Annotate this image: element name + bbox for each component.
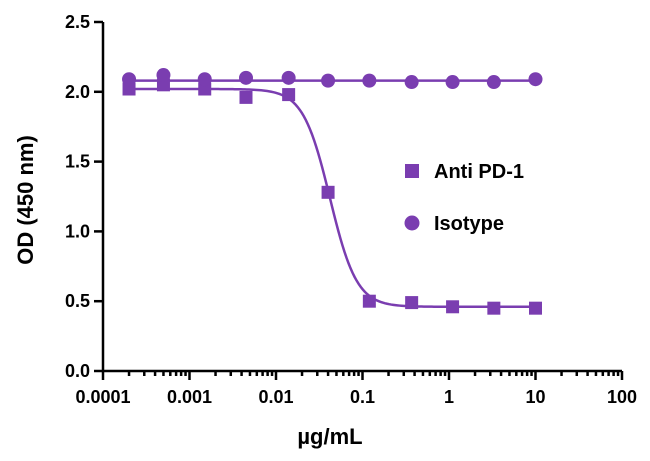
data-point-anti-pd1 (156, 78, 170, 92)
fit-curve-0 (129, 87, 536, 309)
x-tick-label: 1 (444, 387, 454, 407)
data-point-anti-pd1 (282, 88, 296, 102)
data-point-anti-pd1 (198, 82, 212, 96)
y-tick-label: 0.0 (65, 361, 90, 381)
data-point-isotype (156, 68, 171, 83)
y-tick-label: 2.0 (65, 82, 90, 102)
x-tick-label: 0.1 (350, 387, 375, 407)
y-tick-label: 1.0 (65, 221, 90, 241)
x-tick-label: 0.0001 (75, 387, 130, 407)
legend: Anti PD-1 Isotype (404, 161, 524, 235)
data-point-isotype (445, 75, 460, 90)
data-point-isotype (404, 75, 419, 90)
legend-label: Anti PD-1 (434, 161, 524, 183)
y-tick-label: 0.5 (65, 291, 90, 311)
data-point-anti-pd1 (405, 296, 419, 310)
data-point-isotype (122, 72, 137, 87)
legend-marker-circle (404, 215, 420, 231)
data-point-anti-pd1 (487, 301, 501, 315)
data-point-anti-pd1 (362, 294, 376, 308)
y-tick-label: 1.5 (65, 152, 90, 172)
y-tick-label: 2.5 (65, 12, 90, 32)
data-point-isotype (281, 70, 296, 85)
data-point-isotype (362, 73, 377, 88)
legend-marker-square (405, 164, 419, 178)
x-tick-label: 0.01 (258, 387, 293, 407)
data-point-isotype (528, 72, 543, 87)
x-tick-label: 100 (607, 387, 637, 407)
x-tick-label: 10 (525, 387, 545, 407)
data-point-isotype (486, 75, 501, 90)
legend-label: Isotype (434, 213, 504, 235)
data-point-isotype (321, 73, 336, 88)
data-point-isotype (239, 70, 254, 85)
y-axis-title: OD (450 nm) (13, 135, 38, 265)
data-point-anti-pd1 (446, 300, 460, 314)
data-point-anti-pd1 (122, 82, 136, 96)
axes: 0.0001 0.001 0.01 0.1 1 10 100 0.0 0.5 1.0 1.5 2.0 2… (65, 12, 637, 407)
x-axis-title: µg/mL (297, 424, 362, 449)
data-points (122, 68, 543, 315)
data-point-anti-pd1 (239, 90, 253, 104)
data-point-anti-pd1 (529, 301, 542, 315)
data-point-isotype (197, 72, 212, 87)
data-point-anti-pd1 (321, 185, 335, 199)
x-tick-label: 0.001 (167, 387, 212, 407)
